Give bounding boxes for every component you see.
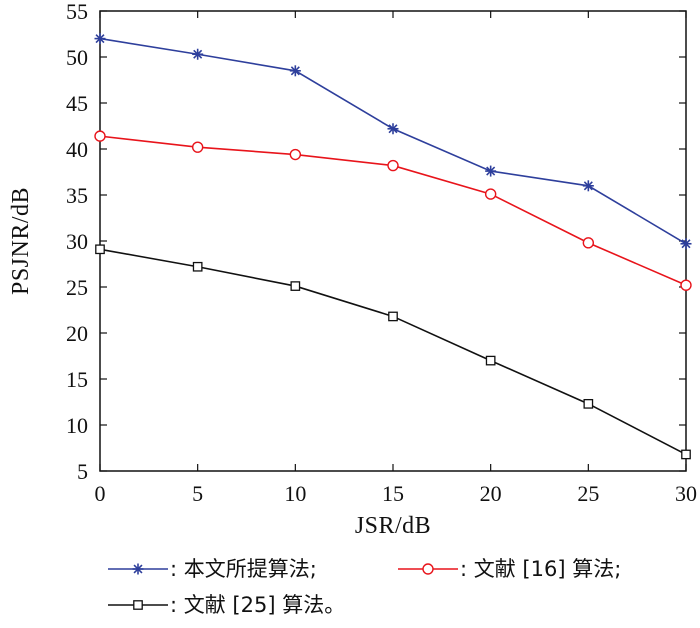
data-point-proposed xyxy=(289,65,301,77)
y-tick-label: 45 xyxy=(66,91,88,116)
marker-stroke xyxy=(133,564,143,574)
x-tick-label: 5 xyxy=(192,481,203,506)
series-ref25 xyxy=(95,244,691,460)
data-point-proposed xyxy=(680,238,692,250)
series-proposed xyxy=(94,33,692,250)
legend-marker xyxy=(422,563,434,575)
marker-stroke xyxy=(193,49,203,59)
x-tick-label: 10 xyxy=(284,481,306,506)
series-line-proposed xyxy=(99,37,687,245)
y-tick-label: 35 xyxy=(66,183,88,208)
series-line-ref25 xyxy=(99,248,687,456)
marker-stroke xyxy=(290,66,300,76)
data-point-ref25 xyxy=(583,398,594,409)
data-point-proposed xyxy=(387,123,399,135)
data-point-ref16 xyxy=(387,159,399,172)
data-point-proposed xyxy=(485,165,497,177)
plot-frame xyxy=(99,10,687,472)
y-tick-label: 15 xyxy=(66,367,88,392)
legend-item-proposed: : 本文所提算法; xyxy=(108,557,317,581)
legend-marker xyxy=(132,563,144,575)
y-tick-label: 20 xyxy=(66,321,88,346)
y-tick-label: 40 xyxy=(66,137,88,162)
legend-label: : 文献 [25] 算法。 xyxy=(170,593,345,617)
y-tick-label: 30 xyxy=(66,229,88,254)
data-series xyxy=(94,33,692,460)
legend: : 本文所提算法; : 文献 [16] 算法; : 文献 [25] 算法。 xyxy=(108,557,621,617)
data-point-proposed xyxy=(192,48,204,60)
y-tick-label: 50 xyxy=(66,45,88,70)
legend-item-ref25: : 文献 [25] 算法。 xyxy=(108,593,345,617)
y-tick-label: 5 xyxy=(77,459,88,484)
data-point-ref25 xyxy=(681,449,691,460)
data-point-ref25 xyxy=(95,244,105,255)
marker-stroke xyxy=(95,34,105,44)
data-point-ref16 xyxy=(484,188,497,200)
data-point-ref16 xyxy=(191,141,204,153)
x-axis-title: JSR/dB xyxy=(355,513,431,539)
y-axis-title: PSJNR/dB xyxy=(8,187,34,295)
data-point-ref25 xyxy=(290,281,301,291)
data-point-ref16 xyxy=(582,237,595,249)
data-point-proposed xyxy=(582,180,594,192)
x-tick-label: 25 xyxy=(577,481,599,506)
marker-stroke xyxy=(486,166,496,176)
legend-label: : 文献 [16] 算法; xyxy=(460,557,621,581)
y-tick-label: 25 xyxy=(66,275,88,300)
data-point-ref25 xyxy=(485,355,496,366)
y-tick-label: 55 xyxy=(66,0,88,24)
x-tick-label: 15 xyxy=(382,481,404,506)
data-point-proposed xyxy=(94,33,106,45)
legend-label: : 本文所提算法; xyxy=(170,557,317,581)
data-point-ref16 xyxy=(680,279,692,291)
data-point-ref25 xyxy=(388,311,398,322)
y-tick-label: 10 xyxy=(66,413,88,438)
x-tick-label: 30 xyxy=(675,481,697,506)
marker-stroke xyxy=(583,181,593,191)
data-point-ref25 xyxy=(192,261,203,272)
x-tick-label: 20 xyxy=(480,481,502,506)
legend-marker xyxy=(133,600,143,610)
marker-stroke xyxy=(681,239,691,249)
series-line-ref16 xyxy=(99,135,687,286)
series-ref16 xyxy=(94,130,692,291)
marker-stroke xyxy=(388,124,398,134)
data-point-ref16 xyxy=(94,130,106,142)
data-point-ref16 xyxy=(289,148,302,161)
legend-item-ref16: : 文献 [16] 算法; xyxy=(398,557,621,581)
x-tick-label: 0 xyxy=(95,481,106,506)
